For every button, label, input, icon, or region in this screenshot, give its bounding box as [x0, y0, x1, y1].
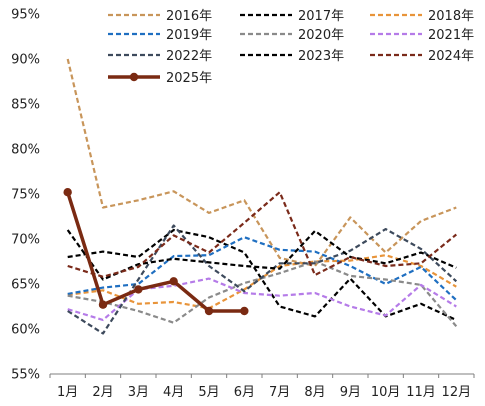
data-point-2025年 — [169, 277, 178, 286]
series-line-2022年 — [67, 224, 458, 335]
legend-label: 2016年 — [166, 9, 212, 24]
data-point-2025年 — [63, 188, 72, 197]
y-tick-label: 70% — [11, 233, 40, 248]
y-tick-label: 75% — [11, 188, 40, 203]
legend-label: 2021年 — [428, 28, 474, 43]
series-line-2016年 — [66, 58, 457, 268]
x-tick-label: 3月 — [128, 385, 149, 400]
x-tick-label: 4月 — [163, 385, 184, 400]
legend-label: 2022年 — [166, 49, 212, 64]
legend-item-2018年: 2018年 — [370, 9, 474, 24]
y-tick-label: 85% — [11, 98, 40, 113]
legend-label: 2025年 — [166, 71, 212, 86]
legend-label: 2023年 — [298, 49, 344, 64]
legend-label: 2017年 — [298, 9, 344, 24]
series-line-2019年 — [67, 236, 458, 302]
legend-item-2025年: 2025年 — [108, 71, 212, 86]
legend-marker — [129, 72, 139, 82]
series-line-2024年 — [67, 191, 457, 278]
legend-label: 2018年 — [428, 9, 474, 24]
x-tick-label: 5月 — [198, 385, 219, 400]
y-tick-label: 65% — [11, 278, 40, 293]
y-tick-label: 60% — [11, 323, 40, 338]
legend-item-2019年: 2019年 — [108, 28, 212, 43]
x-tick-label: 12月 — [442, 385, 472, 400]
x-tick-label: 1月 — [57, 385, 78, 400]
data-point-2025年 — [240, 306, 249, 316]
legend-item-2021年: 2021年 — [370, 28, 474, 43]
x-tick-label: 10月 — [371, 385, 401, 400]
x-tick-label: 2月 — [92, 385, 113, 400]
series-line-2023年 — [66, 229, 457, 281]
legend-label: 2024年 — [428, 49, 474, 64]
x-tick-label: 6月 — [234, 385, 255, 400]
axes: 55% 60% 65% 70% 75% 80% 85% 90% 95% 1月 2月 3月 4月 5月 6月 7… — [11, 8, 475, 400]
x-tick-label: 7月 — [269, 385, 290, 400]
series-line-2017年 — [67, 228, 457, 321]
legend: 2016年 2017年 2018年 2019年 2020年 2021年 2022年 2023年… — [108, 9, 474, 86]
data-point-2025年 — [98, 300, 108, 309]
series-line-2025年 — [66, 191, 245, 313]
x-tick-label: 8月 — [304, 385, 325, 400]
legend-item-2023年: 2023年 — [240, 49, 344, 64]
series-line-2021年 — [67, 277, 457, 322]
y-tick-label: 95% — [11, 8, 40, 23]
legend-item-2017年: 2017年 — [240, 9, 344, 24]
legend-item-2020年: 2020年 — [240, 28, 344, 43]
legend-item-2016年: 2016年 — [108, 9, 212, 24]
data-point-2025年 — [204, 306, 214, 316]
data-point-2025年 — [134, 285, 143, 294]
x-tick-label: 11月 — [406, 385, 436, 400]
legend-label: 2019年 — [166, 28, 212, 43]
y-tick-label: 80% — [11, 143, 40, 158]
legend-item-2024年: 2024年 — [370, 49, 474, 64]
legend-label: 2020年 — [298, 28, 344, 43]
x-tick-label: 9月 — [340, 385, 361, 400]
y-tick-label: 90% — [11, 53, 40, 68]
legend-item-2022年: 2022年 — [108, 49, 212, 64]
series-lines — [63, 58, 458, 335]
y-tick-label: 55% — [11, 368, 40, 383]
series-line-2018年 — [67, 254, 457, 310]
